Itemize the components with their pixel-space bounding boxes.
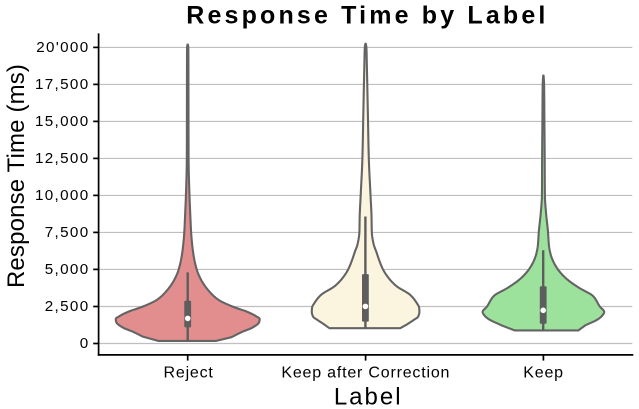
svg-text:2,500: 2,500	[45, 298, 90, 315]
svg-text:Response Time (ms): Response Time (ms)	[3, 64, 30, 288]
svg-text:15,000: 15,000	[35, 113, 90, 130]
svg-text:17,500: 17,500	[35, 76, 90, 93]
svg-text:7,500: 7,500	[45, 224, 90, 241]
svg-text:Label: Label	[334, 384, 403, 409]
svg-text:Reject: Reject	[164, 364, 214, 381]
svg-text:20'000: 20'000	[36, 39, 89, 56]
svg-text:5,000: 5,000	[45, 261, 90, 278]
svg-text:Keep after Correction: Keep after Correction	[281, 364, 450, 381]
svg-text:12,500: 12,500	[35, 150, 90, 167]
svg-text:10,000: 10,000	[35, 187, 90, 204]
svg-text:Response Time by Label: Response Time by Label	[186, 2, 548, 30]
svg-text:Keep: Keep	[523, 364, 564, 381]
svg-text:0: 0	[80, 335, 90, 352]
